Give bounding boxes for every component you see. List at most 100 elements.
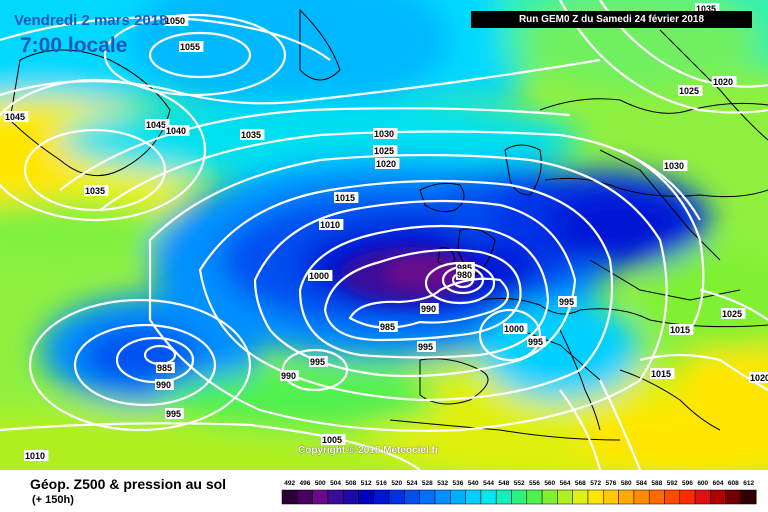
legend-tick-label: 608: [728, 480, 739, 487]
isobar-label-bg: [678, 85, 703, 96]
legend-tick-label: 504: [330, 480, 341, 487]
isobar-label-bg: [695, 3, 720, 14]
legend-swatch: [419, 489, 436, 505]
legend-tick-label: 532: [437, 480, 448, 487]
legend-tick-label: 528: [422, 480, 433, 487]
legend-swatch: [694, 489, 711, 505]
legend-tick-label: 560: [544, 480, 555, 487]
legend-tick-label: 612: [743, 480, 754, 487]
isobar-label: 1050: [165, 16, 185, 26]
isobar-label: 1000: [309, 271, 329, 281]
legend-swatch: [511, 489, 528, 505]
isobar-label: 1045: [146, 120, 166, 130]
isobar-label-bg: [156, 362, 175, 373]
isobar-label-bg: [164, 15, 189, 26]
isobar-label-bg: [503, 323, 528, 334]
legend-tick-label: 524: [407, 480, 418, 487]
legend-swatch: [388, 489, 405, 505]
legend-tick-label: 564: [560, 480, 571, 487]
isobar-label-bg: [240, 129, 265, 140]
legend-tick-label: 584: [636, 480, 647, 487]
isobar-label-bg: [334, 192, 359, 203]
isobar-label-bg: [24, 450, 49, 461]
isobar-label: 1030: [374, 129, 394, 139]
legend-swatch: [312, 489, 329, 505]
legend-tick-label: 604: [713, 480, 724, 487]
isobar-label-bg: [721, 308, 746, 319]
legend-tick-label: 508: [345, 480, 356, 487]
isobar-label: 985: [380, 322, 395, 332]
isobar-label: 1040: [166, 126, 186, 136]
isobar-label-bg: [650, 368, 675, 379]
isobar-label: 985: [457, 263, 472, 273]
legend-swatch: [740, 489, 757, 505]
forecast-date-label: Vendredi 2 mars 2018: [14, 12, 168, 29]
z500-color-legend: 492 496 500 504 508 512 516 520 524 528 532 536 540 5…: [281, 480, 757, 505]
isobar-label: 990: [421, 304, 436, 314]
map-footer: Géop. Z500 & pression au sol (+ 150h) 49…: [0, 470, 768, 512]
isobar-label-bg: [4, 111, 29, 122]
isobar-label: 990: [156, 380, 171, 390]
isobar-label-bg: [84, 185, 109, 196]
legend-swatch: [495, 489, 512, 505]
legend-swatch: [603, 489, 619, 505]
legend-swatch: [404, 489, 420, 505]
legend-swatch: [327, 489, 344, 505]
isobar-label: 1025: [679, 86, 699, 96]
legend-swatch: [679, 489, 696, 505]
isobar-label: 995: [418, 342, 433, 352]
legend-tick-label: 592: [667, 480, 678, 487]
isobar-label: 995: [528, 337, 543, 347]
isobar-label: 995: [310, 357, 325, 367]
legend-swatch: [633, 489, 650, 505]
isobar-label: 1000: [504, 324, 524, 334]
legend-swatch: [664, 489, 681, 505]
isobar-label: 990: [281, 371, 296, 381]
isobar-label-bg: [179, 41, 204, 52]
isobar-label: 1015: [335, 193, 355, 203]
z500-color-field: [0, 0, 768, 470]
isobar-label: 1045: [5, 112, 25, 122]
isobar-label: 1010: [320, 220, 340, 230]
forecast-lead-time: (+ 150h): [32, 494, 74, 506]
map-title: Géop. Z500 & pression au sol: [30, 476, 227, 492]
legend-swatch: [465, 489, 482, 505]
isobar-label: 1010: [25, 451, 45, 461]
isobar-label-bg: [749, 372, 768, 383]
isobar-label-bg: [373, 128, 398, 139]
isobar-label-bg: [165, 125, 190, 136]
legend-tick-label: 520: [391, 480, 402, 487]
isobar-label: 1015: [670, 325, 690, 335]
legend-tick-label: 544: [483, 480, 494, 487]
isobar-label-bg: [309, 356, 328, 367]
isobar-label-bg: [155, 379, 174, 390]
legend-tick-label: 540: [468, 480, 479, 487]
isobar-label: 1025: [374, 146, 394, 156]
isobar-label: 995: [559, 297, 574, 307]
isobar-label-bg: [165, 408, 184, 419]
legend-tick-label: 596: [682, 480, 693, 487]
isobar-label-bg: [712, 76, 737, 87]
isobar-label-bg: [669, 324, 694, 335]
isobar-label-bg: [145, 119, 170, 130]
isobar-label: 985: [157, 363, 172, 373]
isobar-label-bg: [420, 303, 439, 314]
isobar-label-bg: [663, 160, 688, 171]
legend-swatch: [541, 489, 558, 505]
legend-tick-label: 568: [575, 480, 586, 487]
isobar-label: 980: [457, 270, 472, 280]
legend-swatch: [297, 489, 313, 505]
legend-tick-label: 600: [697, 480, 708, 487]
legend-swatch: [648, 489, 665, 505]
isobar-label-bg: [527, 336, 546, 347]
copyright-notice: Copyright © 2018 Meteociel.fr: [298, 445, 439, 456]
legend-swatch: [434, 489, 451, 505]
isobar-label: 1015: [651, 369, 671, 379]
isobar-label: 1035: [696, 4, 716, 14]
isobar-label: 1030: [664, 161, 684, 171]
isobar-label: 1020: [713, 77, 733, 87]
legend-tick-label: 552: [514, 480, 525, 487]
legend-swatch: [557, 489, 573, 505]
